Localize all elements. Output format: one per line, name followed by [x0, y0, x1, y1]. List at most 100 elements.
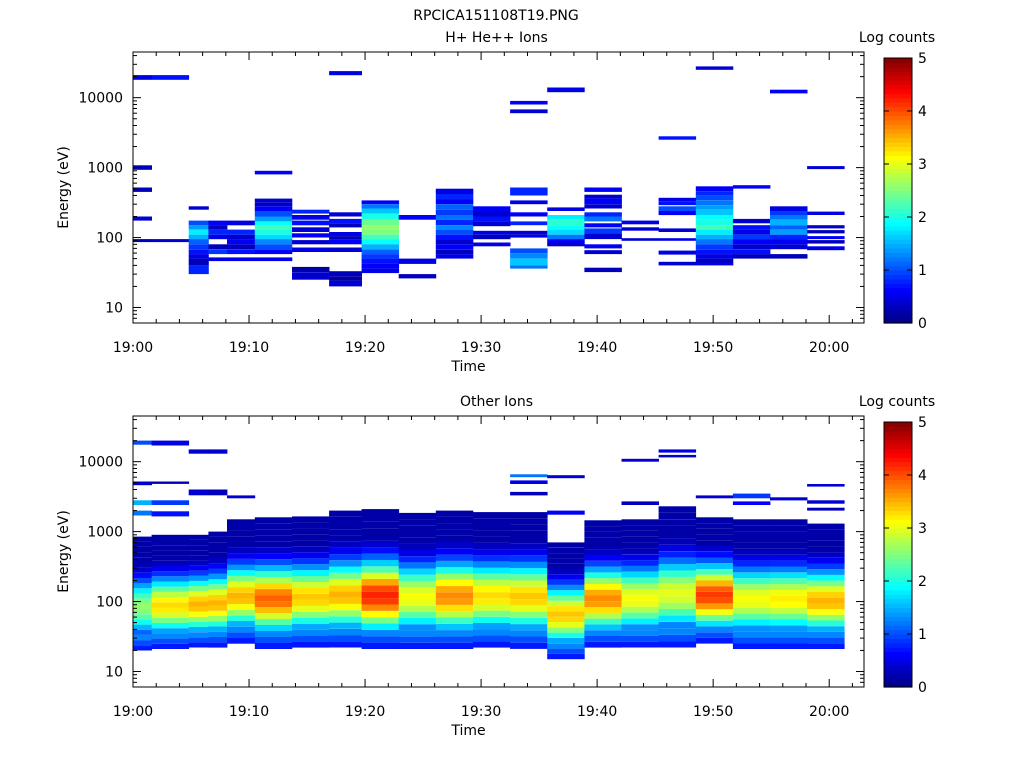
heatmap-cell: [151, 633, 190, 639]
colorbar-segment: [884, 470, 912, 476]
heatmap-cell: [329, 212, 362, 217]
colorbar-segment: [884, 58, 912, 64]
heatmap-cell: [547, 563, 585, 569]
heatmap-cell: [227, 598, 256, 605]
heatmap-cell: [621, 641, 659, 648]
heatmap-cell: [584, 520, 622, 527]
heatmap-cell: [292, 240, 330, 245]
heatmap-cell: [584, 223, 622, 228]
colorbar-segment: [884, 305, 912, 311]
heatmap-cell: [435, 611, 474, 618]
heatmap-cell: [227, 495, 256, 499]
heatmap-cell: [807, 574, 845, 581]
colorbar-tick-label: 2: [918, 574, 927, 590]
colorbar-segment: [884, 510, 912, 516]
heatmap-cell: [435, 244, 474, 250]
heatmap-cell: [361, 254, 400, 259]
heatmap-cell: [361, 521, 400, 529]
heatmap-cell: [732, 249, 771, 255]
heatmap-cell: [621, 600, 659, 607]
colorbar-segment: [884, 501, 912, 507]
heatmap-cell: [292, 623, 330, 630]
heatmap-cell: [547, 215, 585, 220]
colorbar-segment: [884, 611, 912, 617]
heatmap-cell: [292, 605, 330, 612]
heatmap-cell: [547, 574, 585, 580]
x-tick-label: 19:50: [693, 340, 733, 356]
heatmap-cell: [329, 71, 362, 76]
heatmap-cell: [254, 547, 293, 554]
heatmap-cell: [188, 258, 209, 266]
heatmap-cell: [584, 204, 622, 209]
heatmap-cell: [292, 629, 330, 636]
colorbar-segment: [884, 194, 912, 200]
heatmap-cell: [133, 645, 152, 651]
colorbar-segment: [884, 629, 912, 635]
heatmap-cell: [227, 626, 256, 633]
colorbar-segment: [884, 673, 912, 679]
colorbar-segment: [884, 563, 912, 569]
heatmap-cell: [732, 590, 771, 596]
heatmap-cell: [584, 583, 622, 590]
plot-frame: [132, 51, 865, 324]
colorbar-segment: [884, 66, 912, 72]
heatmap-cell: [329, 523, 362, 530]
heatmap-cell: [208, 621, 228, 627]
heatmap-cell: [807, 609, 845, 615]
colorbar-segment: [884, 274, 912, 280]
colorbar-segment: [884, 545, 912, 551]
heatmap-cell: [695, 191, 734, 196]
heatmap-cell: [227, 547, 256, 554]
heatmap-cell: [770, 254, 808, 259]
x-tick-label: 19:10: [229, 704, 269, 720]
heatmap-cell: [151, 565, 190, 572]
colorbar: 0 1 2 3 4 5 Log counts: [859, 394, 935, 696]
heatmap-cell: [807, 557, 845, 564]
heatmap-cell: [151, 560, 190, 566]
heatmap-cell: [329, 239, 362, 245]
heatmap-cell: [473, 573, 511, 580]
colorbar-segment: [884, 309, 912, 315]
heatmap-cell: [695, 551, 734, 558]
heatmap-cell: [329, 641, 362, 648]
heatmap-cell: [151, 239, 190, 243]
heatmap-cell: [133, 583, 152, 589]
heatmap-cell: [732, 643, 771, 649]
heatmap-cell: [435, 560, 474, 568]
heatmap-cell: [188, 606, 209, 612]
heatmap-cell: [547, 600, 585, 607]
heatmap-cell: [547, 239, 585, 243]
y-tick-label: 1000: [87, 525, 123, 541]
heatmap-cell: [510, 605, 548, 612]
heatmap-cell: [292, 209, 330, 214]
heatmap-cell: [398, 525, 437, 532]
colorbar-frame: [883, 421, 913, 688]
colorbar-segment: [884, 164, 912, 170]
heatmap-cell: [227, 519, 256, 525]
heatmap-cell: [510, 543, 548, 550]
colorbar-segment: [884, 581, 912, 587]
colorbar-segment: [884, 265, 912, 271]
heatmap-cell: [547, 87, 585, 93]
heatmap-cell: [435, 567, 474, 574]
heatmap-cell: [807, 529, 845, 535]
heatmap-cell: [227, 553, 256, 559]
heatmap-cell: [770, 572, 808, 579]
heatmap-cell: [227, 570, 256, 576]
heatmap-cell: [361, 540, 400, 548]
heatmap-cell: [398, 611, 437, 619]
colorbar-segment: [884, 225, 912, 231]
heatmap-cell: [584, 636, 622, 642]
x-tick-label: 20:00: [809, 340, 849, 356]
heatmap-cell: [188, 229, 209, 235]
panel-title: Other Ions: [460, 394, 533, 410]
heatmap-cell: [510, 530, 548, 537]
heatmap-cell: [770, 643, 808, 649]
heatmap-cell: [473, 230, 511, 235]
heatmap-cell: [547, 542, 585, 548]
heatmap-cell: [510, 258, 548, 266]
heatmap-cell: [732, 531, 771, 537]
heatmap-cell: [329, 585, 362, 592]
colorbar-segment: [884, 422, 912, 428]
